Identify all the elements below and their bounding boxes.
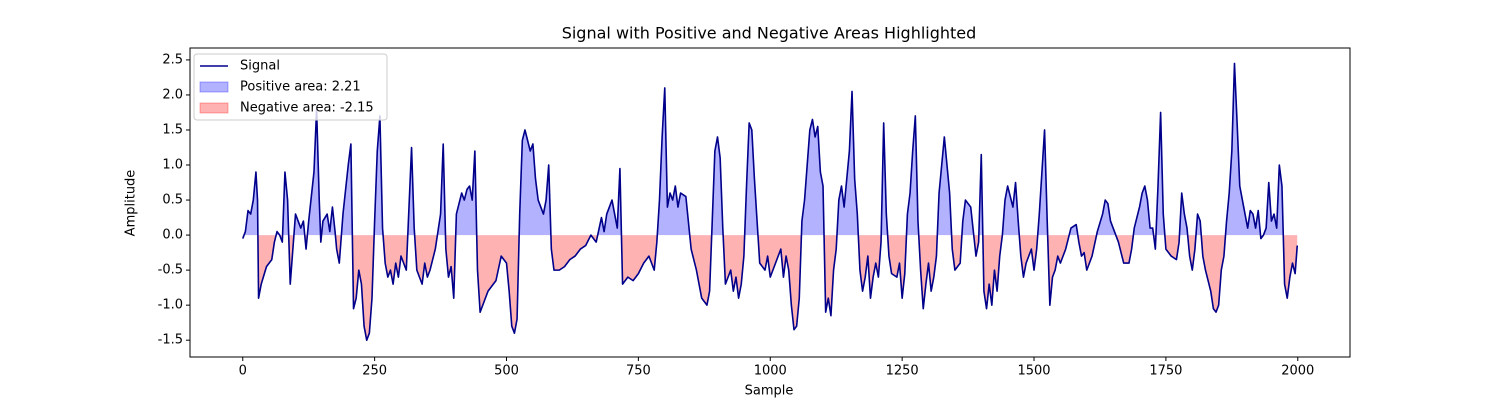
y-tick-label: -0.5 <box>158 263 183 278</box>
x-tick-label: 1500 <box>1017 364 1050 379</box>
legend-label: Signal <box>240 59 280 74</box>
x-tick-label: 1750 <box>1149 364 1182 379</box>
x-tick-label: 500 <box>494 364 519 379</box>
legend-patch <box>199 81 229 93</box>
signal-line <box>242 62 1299 341</box>
legend-box <box>193 53 388 121</box>
x-tick-label: 250 <box>362 364 387 379</box>
y-tick-label: -1.5 <box>158 333 183 348</box>
y-tick-label: 1.0 <box>162 158 183 173</box>
legend-label: Positive area: 2.21 <box>240 80 361 95</box>
x-tick-label: 1250 <box>886 364 919 379</box>
y-tick-label: -1.0 <box>158 298 183 313</box>
y-tick-label: 1.5 <box>162 122 183 137</box>
legend-patch <box>199 102 229 114</box>
y-axis-label: Amplitude <box>124 170 139 237</box>
y-tick-label: 0.0 <box>162 228 183 243</box>
y-tick-label: 2.0 <box>162 87 183 102</box>
x-tick-label: 2000 <box>1281 364 1314 379</box>
y-tick-label: 0.5 <box>162 193 183 208</box>
x-tick-label: 750 <box>626 364 651 379</box>
x-tick-label: 1000 <box>754 364 787 379</box>
y-tick-label: 2.5 <box>162 52 183 67</box>
x-axis-label: Sample <box>745 384 794 399</box>
chart-title: Signal with Positive and Negative Areas … <box>562 24 977 43</box>
area-fill <box>242 63 1298 236</box>
x-tick-label: 0 <box>239 364 247 379</box>
legend-label: Negative area: -2.15 <box>240 101 374 116</box>
